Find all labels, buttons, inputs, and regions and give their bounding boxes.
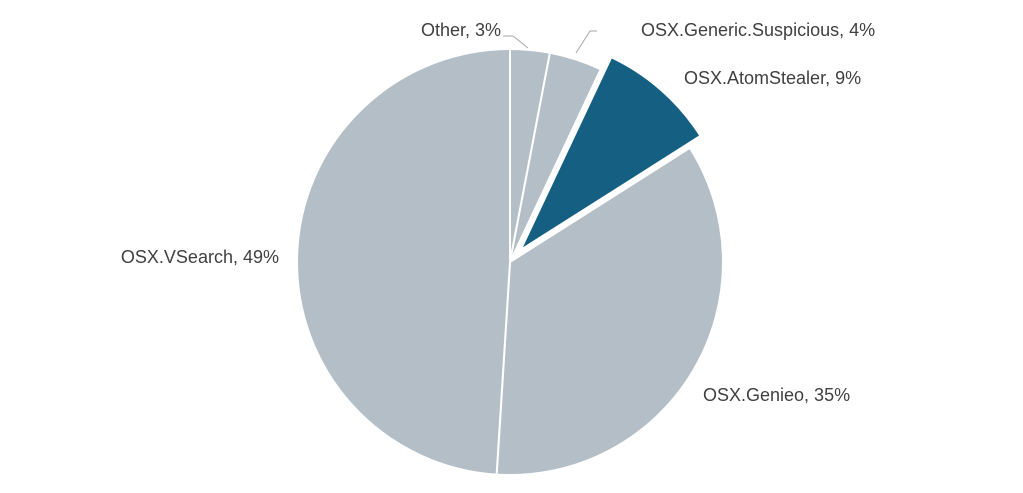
data-label-osx-genieo: OSX.Genieo, 35% xyxy=(703,385,850,405)
pie-slice-osx-genieo xyxy=(495,146,724,476)
leader-line-other xyxy=(503,35,529,49)
data-label-other: Other, 3% xyxy=(421,20,501,40)
labels-layer: Other, 3% OSX.Generic.Suspicious, 4% OSX.A… xyxy=(121,20,875,405)
pie-slice-osx-atomstealer xyxy=(519,56,702,251)
leader-lines-layer xyxy=(503,30,597,54)
slices-layer xyxy=(296,48,724,476)
leader-line-osx-generic-suspicious xyxy=(575,30,597,54)
pie-slice-osx-generic-suspicious xyxy=(509,51,602,263)
data-label-osx-generic-suspicious: OSX.Generic.Suspicious, 4% xyxy=(641,20,875,40)
pie-slice-osx-vsearch xyxy=(296,48,511,476)
data-label-osx-atomstealer: OSX.AtomStealer, 9% xyxy=(684,68,861,88)
data-label-osx-vsearch: OSX.VSearch, 49% xyxy=(121,247,279,267)
